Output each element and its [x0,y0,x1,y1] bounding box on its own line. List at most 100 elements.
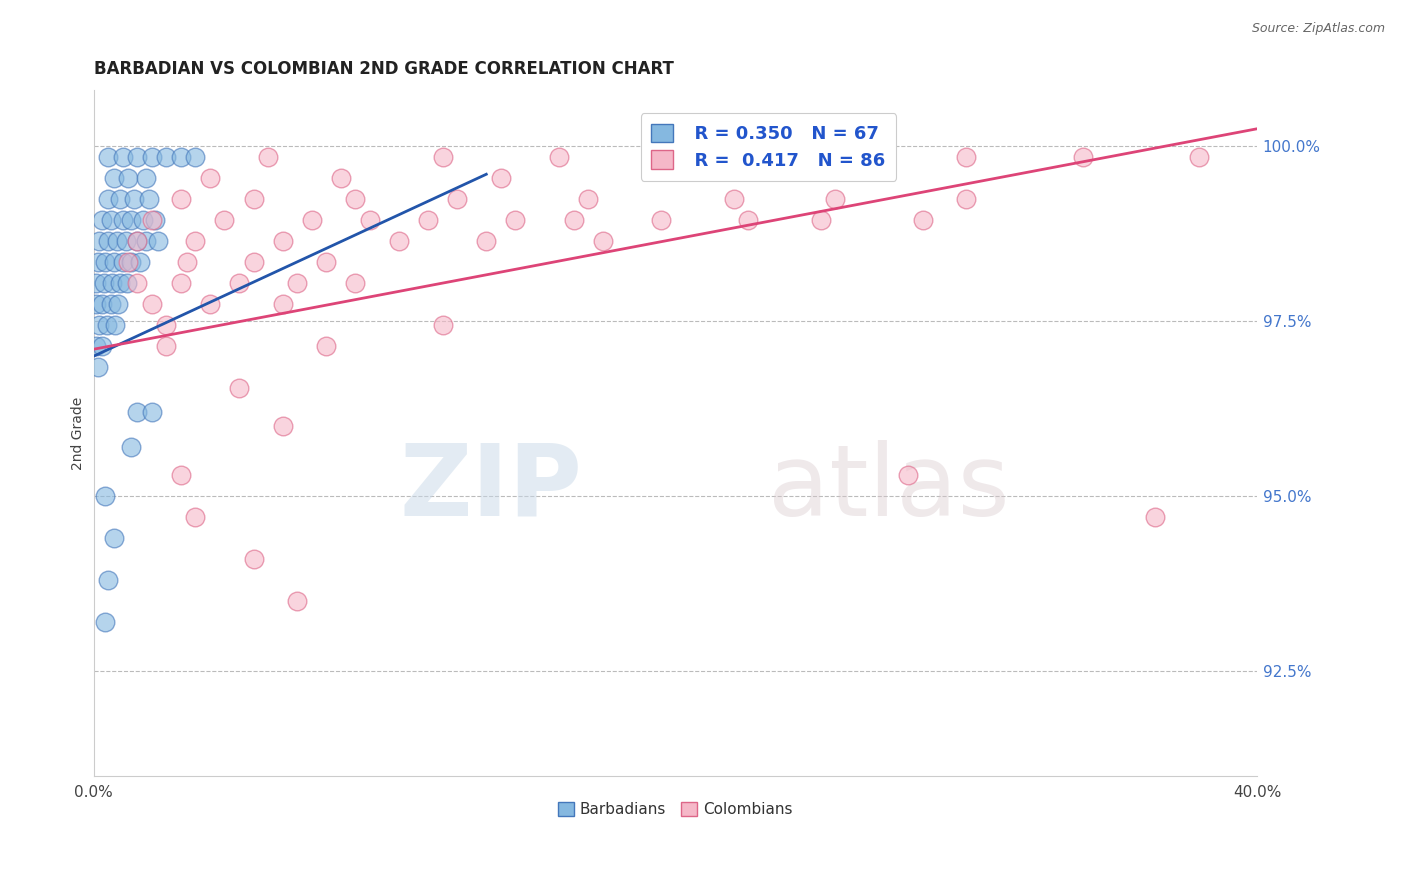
Point [104,318,127,332]
Point [548,150,571,164]
Point [115,276,138,290]
Point [129,254,152,268]
Point [955,192,977,206]
Point [86,297,108,311]
Point [93,276,115,290]
Point [111,254,134,268]
Point [344,192,367,206]
Point [432,150,454,164]
Point [301,212,323,227]
Point [127,234,149,248]
Point [737,212,759,227]
Point [271,297,294,311]
Point [155,150,177,164]
Point [170,468,193,483]
Point [138,192,160,206]
Point [97,573,120,587]
Point [127,276,149,290]
Point [664,150,686,164]
Point [285,594,308,608]
Point [285,276,308,290]
Point [100,212,122,227]
Point [824,192,846,206]
Point [94,254,117,268]
Point [135,170,157,185]
Point [242,254,264,268]
Point [127,405,149,419]
Point [897,468,920,483]
Point [146,234,169,248]
Point [198,170,221,185]
Point [91,339,114,353]
Point [650,212,672,227]
Point [475,234,498,248]
Point [228,276,250,290]
Point [141,150,163,164]
Point [103,170,125,185]
Point [170,192,193,206]
Point [108,276,131,290]
Point [87,359,110,374]
Point [359,212,381,227]
Text: BARBADIAN VS COLOMBIAN 2ND GRADE CORRELATION CHART: BARBADIAN VS COLOMBIAN 2ND GRADE CORRELA… [94,60,673,78]
Point [86,339,108,353]
Point [228,381,250,395]
Point [271,234,294,248]
Point [170,150,193,164]
Point [562,212,585,227]
Legend: Barbadians, Colombians: Barbadians, Colombians [553,797,799,823]
Point [103,531,125,545]
Point [810,212,832,227]
Point [91,212,114,227]
Point [120,440,142,454]
Point [141,297,163,311]
Point [107,297,129,311]
Point [105,234,128,248]
Point [1144,510,1167,524]
Text: ZIP: ZIP [399,440,582,537]
Point [198,297,221,311]
Point [1071,150,1094,164]
Point [89,318,111,332]
Point [135,234,157,248]
Point [97,150,120,164]
Y-axis label: 2nd Grade: 2nd Grade [72,397,86,470]
Point [155,339,177,353]
Point [94,489,117,503]
Point [344,276,367,290]
Point [127,234,149,248]
Point [315,254,337,268]
Point [117,170,139,185]
Point [111,212,134,227]
Point [94,615,117,630]
Point [141,212,163,227]
Point [103,254,125,268]
Point [271,419,294,434]
Point [111,150,134,164]
Point [911,212,934,227]
Point [96,318,118,332]
Point [489,170,512,185]
Point [315,339,337,353]
Point [86,276,108,290]
Point [124,192,146,206]
Point [176,254,198,268]
Point [388,234,411,248]
Point [505,212,527,227]
Point [955,150,977,164]
Point [592,234,614,248]
Point [1188,150,1211,164]
Point [432,318,454,332]
Point [120,254,142,268]
Point [87,254,110,268]
Point [100,297,122,311]
Point [257,150,280,164]
Point [416,212,439,227]
Point [184,510,207,524]
Point [108,192,131,206]
Text: Source: ZipAtlas.com: Source: ZipAtlas.com [1251,22,1385,36]
Point [114,234,136,248]
Point [89,234,111,248]
Point [242,192,264,206]
Point [97,234,120,248]
